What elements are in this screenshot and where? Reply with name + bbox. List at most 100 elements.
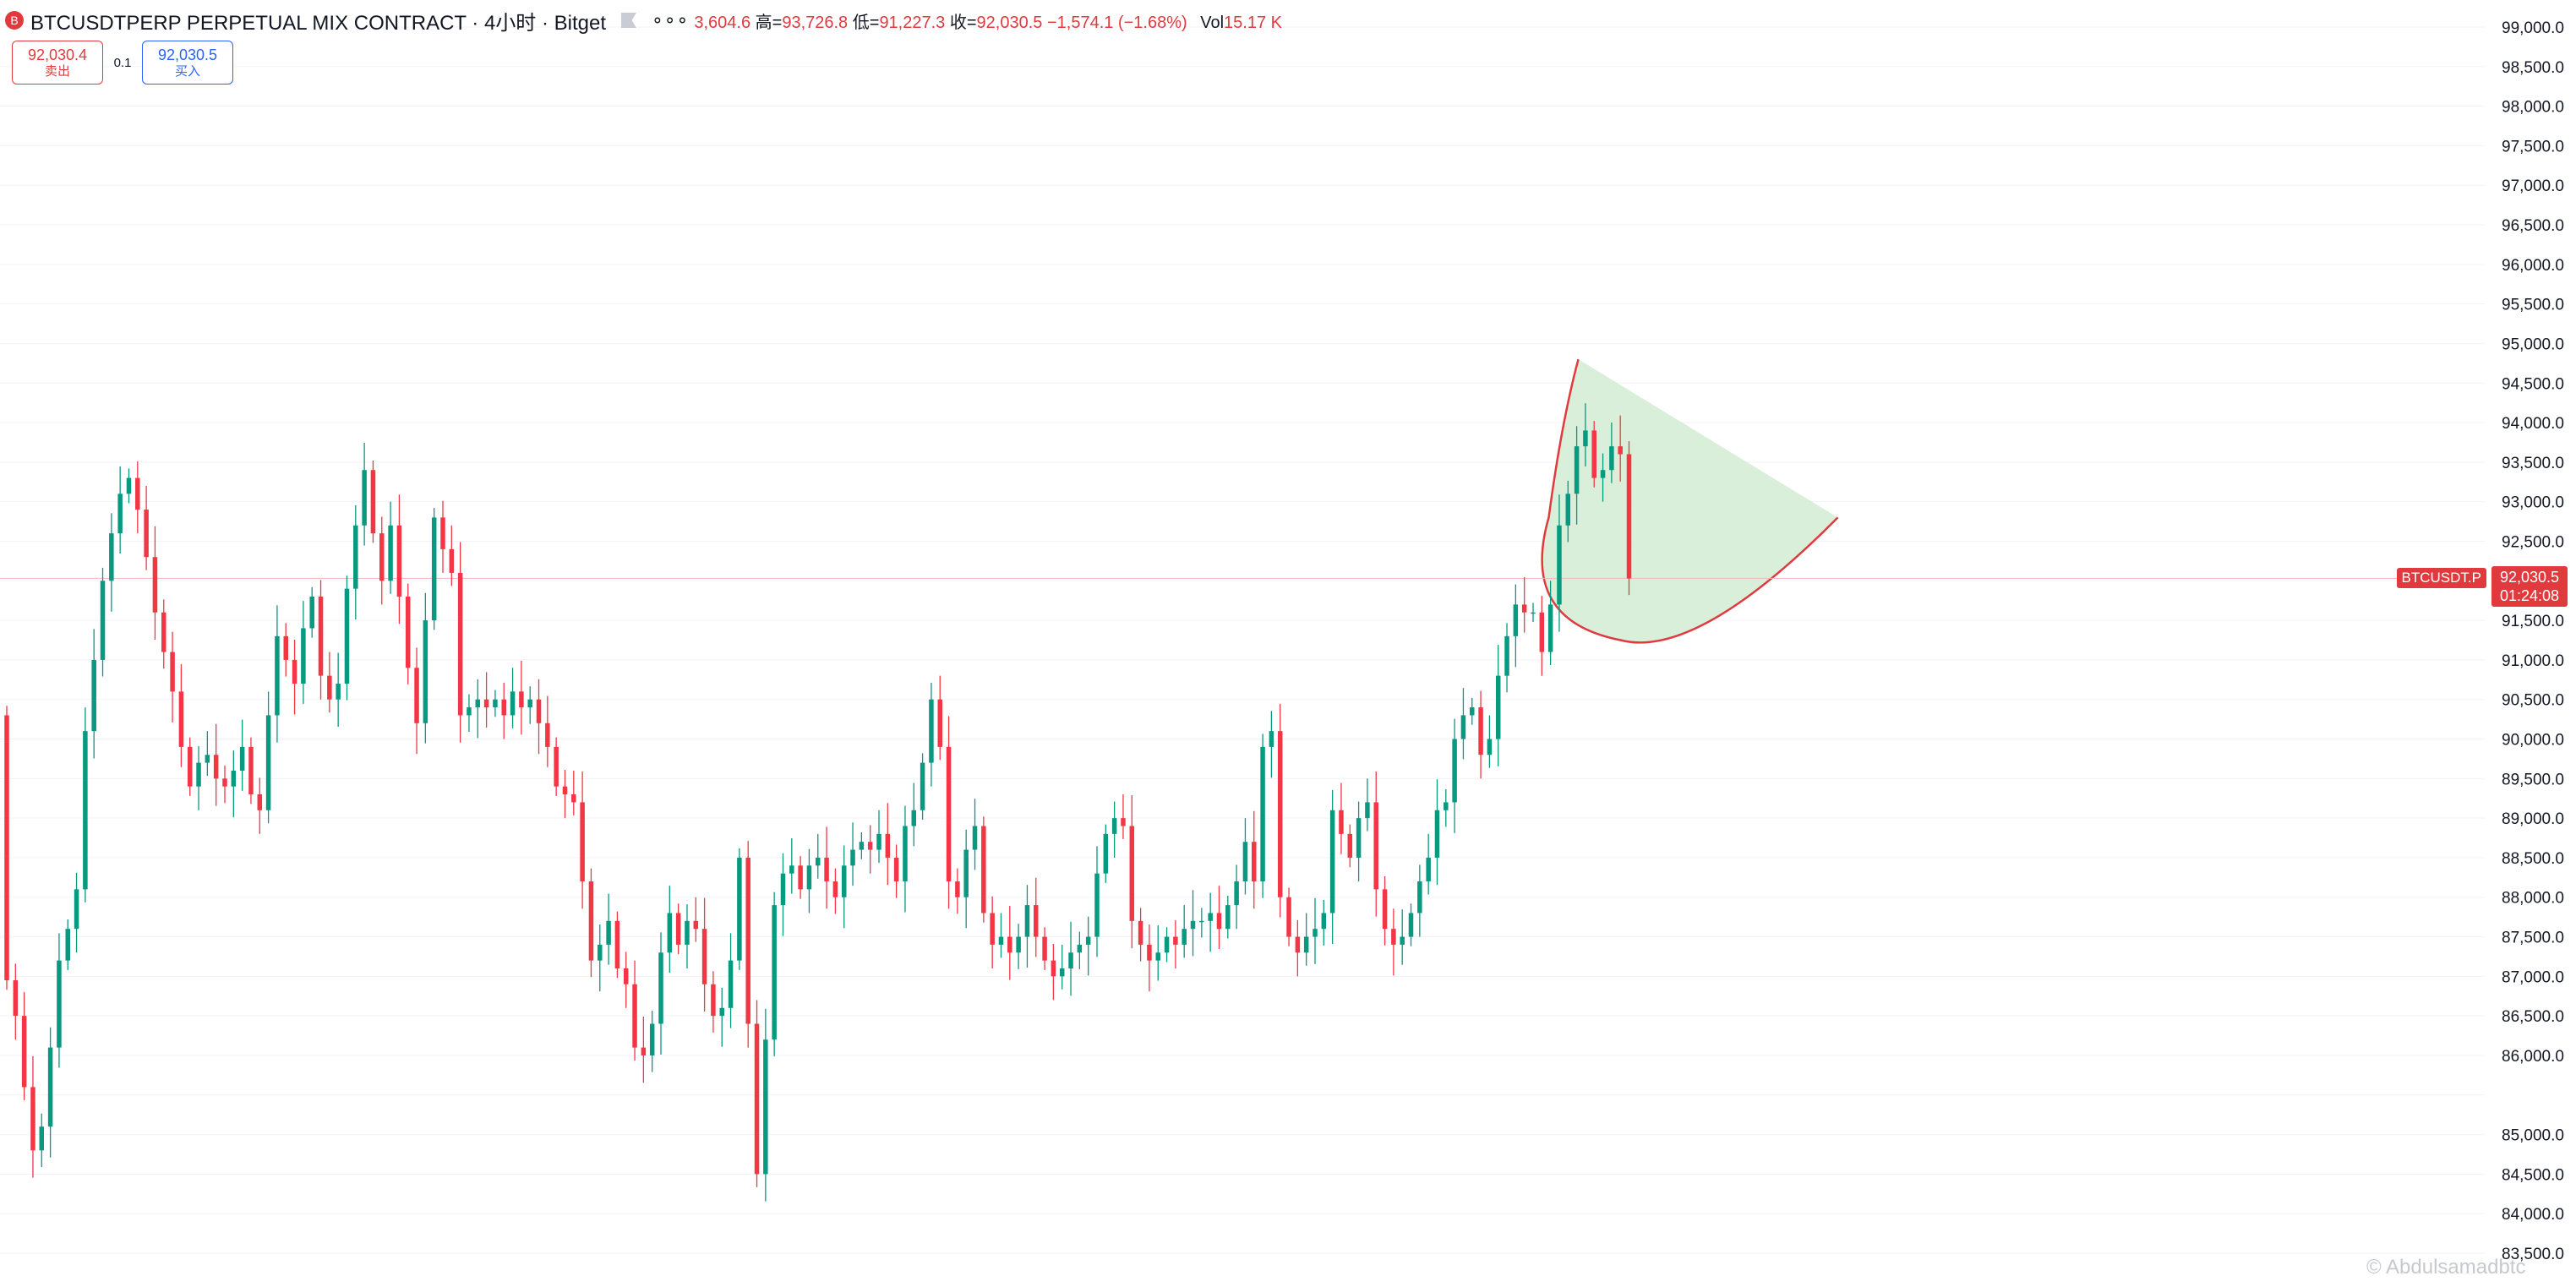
- candle[interactable]: [265, 691, 271, 824]
- candle[interactable]: [1600, 453, 1606, 502]
- candle[interactable]: [405, 583, 411, 684]
- candle[interactable]: [257, 777, 263, 834]
- candle[interactable]: [981, 816, 986, 923]
- candle[interactable]: [1513, 584, 1519, 668]
- candle[interactable]: [344, 575, 350, 701]
- candle[interactable]: [580, 771, 585, 909]
- candle[interactable]: [1470, 697, 1475, 725]
- candle[interactable]: [1460, 688, 1466, 760]
- price-axis[interactable]: 99,000.0 98,500.0 98,000.0 97,500.0 97,000.0…: [2502, 19, 2564, 1263]
- candle[interactable]: [178, 664, 184, 767]
- candle[interactable]: [701, 897, 707, 1012]
- candle[interactable]: [388, 501, 393, 594]
- candle[interactable]: [21, 992, 27, 1100]
- candle[interactable]: [562, 770, 568, 819]
- candle[interactable]: [789, 838, 794, 894]
- candle[interactable]: [100, 567, 106, 677]
- candle[interactable]: [231, 750, 237, 818]
- candle[interactable]: [1016, 924, 1021, 969]
- candle[interactable]: [414, 647, 419, 755]
- candle[interactable]: [1121, 794, 1126, 839]
- candle[interactable]: [1042, 927, 1047, 970]
- candle[interactable]: [1303, 913, 1309, 966]
- candle[interactable]: [911, 783, 917, 847]
- candle[interactable]: [1182, 905, 1187, 958]
- candle[interactable]: [588, 868, 594, 978]
- candle[interactable]: [239, 719, 245, 791]
- candle[interactable]: [1208, 892, 1213, 952]
- candle[interactable]: [205, 731, 210, 777]
- candle[interactable]: [440, 500, 445, 573]
- bitget-logo-icon[interactable]: B: [5, 11, 24, 30]
- candle[interactable]: [1225, 895, 1231, 939]
- candle[interactable]: [475, 679, 481, 739]
- candle[interactable]: [353, 504, 358, 620]
- candle[interactable]: [519, 660, 524, 735]
- candle[interactable]: [13, 963, 19, 1040]
- symbol-title[interactable]: BTCUSDTPERP PERPETUAL MIX CONTRACT · 4小时…: [30, 11, 607, 35]
- candle[interactable]: [39, 1113, 45, 1167]
- candle[interactable]: [431, 508, 437, 630]
- candle[interactable]: [824, 826, 829, 909]
- candle[interactable]: [1277, 703, 1283, 918]
- candle[interactable]: [1618, 415, 1623, 482]
- candle[interactable]: [135, 461, 140, 534]
- candle[interactable]: [1495, 645, 1501, 766]
- candle[interactable]: [309, 586, 314, 638]
- candle[interactable]: [1452, 718, 1457, 833]
- candle[interactable]: [1024, 885, 1030, 968]
- candle[interactable]: [990, 896, 995, 968]
- more-options-icon[interactable]: ∘∘∘: [652, 9, 690, 30]
- candle[interactable]: [641, 1017, 647, 1083]
- candle[interactable]: [685, 904, 690, 968]
- candle[interactable]: [841, 845, 847, 929]
- candle[interactable]: [30, 1055, 35, 1178]
- candle[interactable]: [667, 886, 673, 973]
- candle[interactable]: [196, 745, 201, 810]
- candle[interactable]: [1373, 771, 1378, 917]
- candle[interactable]: [1329, 789, 1335, 944]
- candle[interactable]: [379, 516, 385, 605]
- candle[interactable]: [806, 848, 812, 913]
- candle[interactable]: [47, 1027, 53, 1158]
- candle[interactable]: [301, 601, 306, 704]
- candle[interactable]: [737, 848, 742, 970]
- candle[interactable]: [292, 640, 297, 715]
- candle[interactable]: [693, 897, 699, 942]
- candle[interactable]: [1478, 690, 1483, 779]
- candle[interactable]: [1094, 846, 1100, 957]
- candle[interactable]: [1434, 779, 1440, 886]
- candle[interactable]: [623, 952, 629, 1008]
- candle[interactable]: [554, 737, 559, 796]
- candle[interactable]: [1034, 877, 1039, 957]
- candle[interactable]: [850, 822, 855, 886]
- candle[interactable]: [1347, 824, 1353, 868]
- candle[interactable]: [1059, 944, 1065, 990]
- candle[interactable]: [336, 652, 341, 728]
- candle[interactable]: [161, 599, 166, 669]
- candle[interactable]: [222, 765, 227, 804]
- candle[interactable]: [467, 694, 472, 733]
- candle[interactable]: [920, 753, 925, 821]
- candle[interactable]: [1138, 908, 1143, 962]
- candle[interactable]: [1426, 833, 1431, 895]
- candle[interactable]: [772, 892, 777, 1056]
- candle[interactable]: [893, 844, 899, 898]
- candle[interactable]: [754, 1000, 760, 1187]
- candle[interactable]: [1382, 875, 1388, 946]
- candle[interactable]: [876, 810, 881, 864]
- candle[interactable]: [1269, 711, 1274, 778]
- candle[interactable]: [711, 971, 716, 1033]
- candle[interactable]: [632, 960, 637, 1061]
- candle[interactable]: [1365, 778, 1370, 832]
- candle[interactable]: [1356, 801, 1362, 882]
- candle[interactable]: [1313, 897, 1318, 964]
- candle[interactable]: [658, 932, 663, 1055]
- candle[interactable]: [1565, 480, 1571, 543]
- candle[interactable]: [1487, 715, 1493, 768]
- candle[interactable]: [1531, 603, 1536, 622]
- candle[interactable]: [859, 832, 865, 859]
- candle[interactable]: [1242, 818, 1248, 895]
